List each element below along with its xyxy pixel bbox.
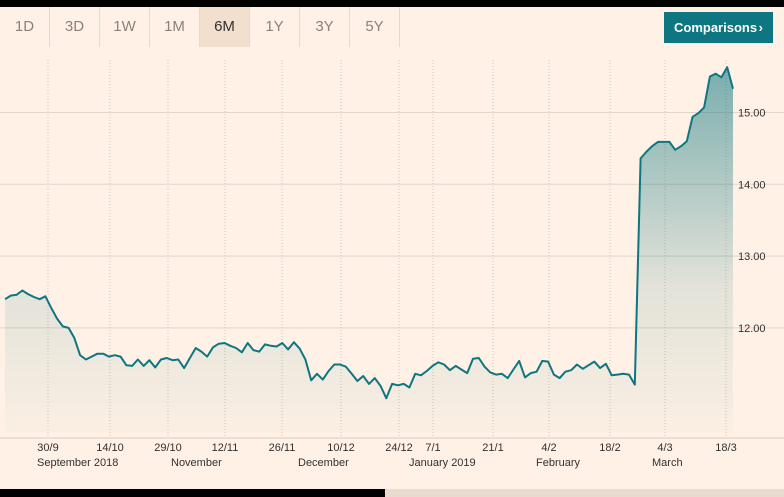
y-tick-label: 13.00 [738, 251, 766, 263]
x-tick-label: 7/1 [425, 442, 440, 454]
range-tab-1y[interactable]: 1Y [250, 7, 300, 47]
x-tick-label: 26/11 [269, 442, 296, 454]
x-tick-label: 14/10 [96, 442, 124, 454]
x-tick-label: 4/2 [541, 442, 556, 454]
x-tick-label: 21/1 [482, 442, 503, 454]
x-tick-label: 4/3 [657, 442, 672, 454]
price-line [4, 66, 734, 400]
month-label: September 2018 [37, 457, 118, 469]
month-label: December [298, 457, 349, 469]
x-tick-label: 29/10 [154, 442, 182, 454]
axes: 12.00 13.00 14.00 15.00 30/9 14/10 29/10 12/11 2… [0, 107, 784, 469]
x-tick-label: 24/12 [385, 442, 413, 454]
comparisons-button[interactable]: Comparisons › [664, 12, 773, 43]
top-border [0, 0, 784, 7]
x-tick-label: 12/11 [212, 442, 239, 454]
x-tick-label: 18/3 [715, 442, 736, 454]
month-label: November [171, 457, 222, 469]
month-label: February [536, 457, 581, 469]
range-tab-1d[interactable]: 1D [0, 7, 50, 47]
range-tab-6m[interactable]: 6M [200, 7, 250, 47]
range-tab-1w[interactable]: 1W [100, 7, 150, 47]
range-tab-5y[interactable]: 5Y [350, 7, 400, 47]
x-tick-label: 18/2 [599, 442, 620, 454]
range-tab-3d[interactable]: 3D [50, 7, 100, 47]
month-label: January 2019 [409, 457, 476, 469]
y-tick-label: 14.00 [738, 179, 766, 191]
x-tick-label: 10/12 [327, 442, 355, 454]
y-tick-label: 12.00 [738, 323, 766, 335]
comparisons-label: Comparisons [674, 20, 758, 35]
range-tab-1m[interactable]: 1M [150, 7, 200, 47]
x-tick-label: 30/9 [37, 442, 58, 454]
scrollbar-thumb[interactable] [0, 489, 385, 497]
month-label: March [652, 457, 683, 469]
y-tick-label: 15.00 [738, 107, 766, 119]
price-area [5, 67, 733, 432]
range-tab-3y[interactable]: 3Y [300, 7, 350, 47]
scrollbar-track[interactable] [385, 489, 784, 497]
chevron-right-icon: › [758, 20, 763, 35]
range-tabs: 1D 3D 1W 1M 6M 1Y 3Y 5Y [0, 7, 400, 47]
